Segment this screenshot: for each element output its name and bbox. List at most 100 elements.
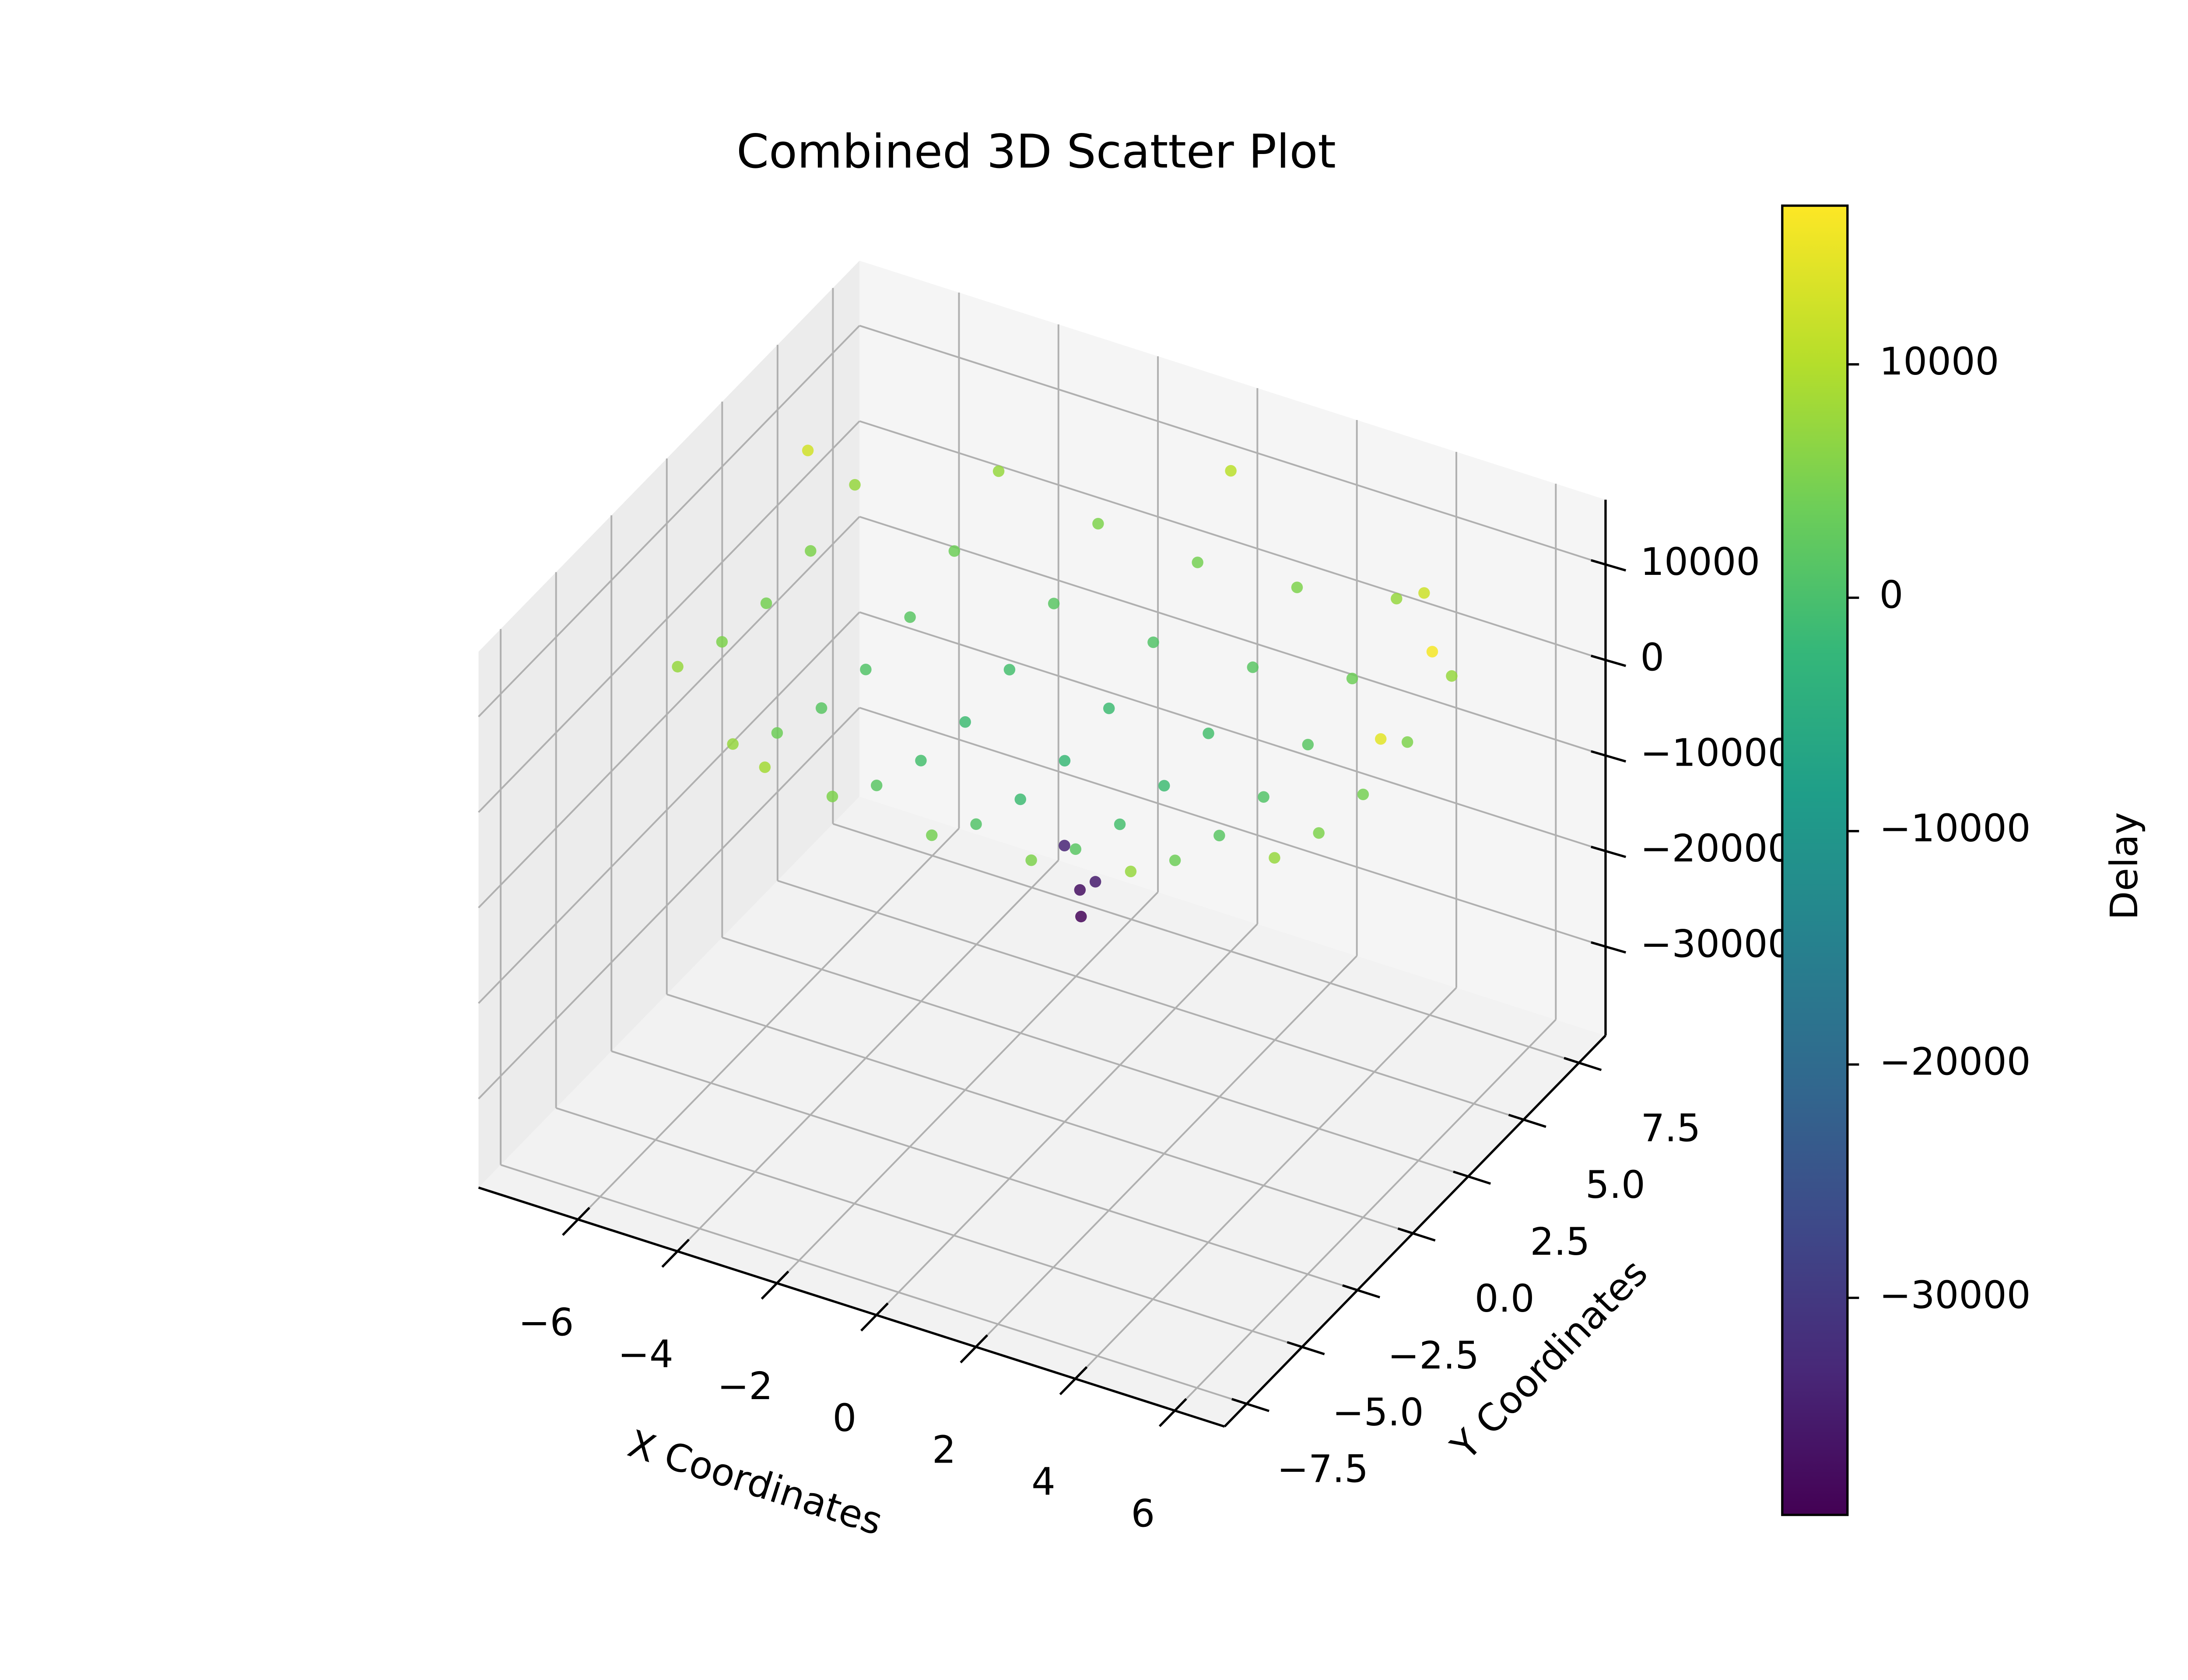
- x-tick: [761, 1270, 789, 1300]
- y-tick: [1231, 1398, 1269, 1412]
- panes: [478, 260, 1606, 1427]
- x-tick-label: −2: [717, 1365, 773, 1408]
- grid-line: [859, 707, 1606, 948]
- point: [1446, 670, 1458, 682]
- grid-line: [478, 707, 860, 1099]
- point: [1089, 876, 1101, 888]
- y-axis-line: [1224, 1035, 1606, 1428]
- colorbar-label: Delay: [2103, 812, 2146, 920]
- z-tick: [1591, 654, 1627, 667]
- point: [904, 611, 916, 623]
- point: [1158, 780, 1170, 792]
- point: [1059, 840, 1070, 851]
- point: [815, 702, 828, 714]
- grid-line: [666, 993, 1413, 1234]
- point: [1357, 788, 1369, 801]
- point: [1075, 910, 1087, 923]
- point: [1147, 636, 1159, 648]
- point: [1014, 793, 1027, 805]
- grid-line: [777, 880, 1524, 1121]
- colorbar-tick-label: −30000: [1879, 1274, 2031, 1317]
- point: [992, 465, 1005, 477]
- point: [1192, 556, 1203, 568]
- colorbar: −30000 −20000 −10000 0 10000: [1781, 204, 2031, 1516]
- colorbar-tick-label: −20000: [1879, 1040, 2031, 1084]
- point: [1269, 852, 1280, 864]
- point: [1401, 736, 1413, 748]
- point: [860, 664, 872, 676]
- point: [870, 779, 883, 791]
- point: [970, 818, 982, 830]
- y-tick: [1564, 1057, 1602, 1071]
- y-tick: [1397, 1227, 1436, 1242]
- grid-line: [876, 923, 1258, 1316]
- point: [915, 755, 927, 766]
- y-tick-label: 0.0: [1475, 1277, 1535, 1321]
- x-tick-label: 2: [932, 1428, 956, 1472]
- grid-line: [611, 1050, 1358, 1291]
- point: [1313, 827, 1325, 839]
- grid-line: [975, 955, 1358, 1348]
- grid-line: [556, 1107, 1303, 1348]
- point: [1258, 791, 1269, 803]
- point: [1225, 465, 1237, 477]
- point: [1391, 593, 1403, 605]
- grid-line: [1174, 1019, 1557, 1411]
- z-tick-label: −30000: [1640, 922, 1792, 966]
- grid: [478, 288, 1606, 1411]
- z-tick-label: −20000: [1640, 827, 1792, 871]
- grid-line: [577, 828, 960, 1220]
- point: [1169, 854, 1181, 866]
- point: [672, 661, 684, 673]
- x-tick-label: −4: [618, 1333, 673, 1376]
- x-tick-label: 6: [1131, 1492, 1155, 1536]
- z-tick-label: −10000: [1640, 732, 1792, 775]
- pane-left: [478, 260, 860, 1188]
- y-tick-label: 7.5: [1641, 1106, 1701, 1150]
- point: [716, 636, 728, 648]
- colorbar-tick-label: −10000: [1879, 807, 2031, 850]
- point: [1247, 661, 1259, 673]
- points: [672, 444, 1458, 923]
- z-tick: [1591, 559, 1627, 572]
- x-tick: [860, 1302, 889, 1332]
- z-tick-label: 0: [1640, 636, 1664, 679]
- point: [1302, 738, 1314, 751]
- point: [1048, 598, 1060, 609]
- point: [1418, 587, 1430, 599]
- y-tick: [1287, 1341, 1325, 1355]
- x-tick-label: 4: [1031, 1460, 1055, 1504]
- point: [1291, 581, 1303, 593]
- grid-line: [859, 325, 1606, 566]
- grid-line: [478, 516, 860, 909]
- point: [1059, 755, 1071, 767]
- point: [1103, 702, 1115, 714]
- grid-line: [677, 859, 1059, 1252]
- x-axis-line: [478, 1186, 1225, 1428]
- grid-line: [859, 611, 1606, 852]
- grid-line: [500, 1164, 1247, 1405]
- x-tick-label: −6: [519, 1301, 574, 1344]
- pane-back: [859, 260, 1606, 1036]
- grid-line: [832, 823, 1579, 1064]
- x-tick: [1059, 1366, 1088, 1396]
- point: [1092, 518, 1104, 530]
- y-tick-label: 5.0: [1585, 1163, 1645, 1207]
- grid-line: [478, 611, 860, 1004]
- z-tick-label: 10000: [1640, 540, 1760, 584]
- point: [1114, 818, 1126, 830]
- z-tick: [1591, 846, 1627, 858]
- point: [849, 479, 861, 491]
- grid-line: [722, 936, 1469, 1177]
- y-tick: [1453, 1170, 1491, 1185]
- x-tick: [661, 1239, 690, 1268]
- point: [1125, 865, 1137, 878]
- y-tick-label: −7.5: [1277, 1448, 1368, 1491]
- point: [948, 545, 961, 557]
- colorbar-tick-label: 0: [1879, 574, 1904, 617]
- point: [1203, 728, 1214, 739]
- z-tick: [1591, 750, 1627, 763]
- x-tick: [1158, 1398, 1187, 1427]
